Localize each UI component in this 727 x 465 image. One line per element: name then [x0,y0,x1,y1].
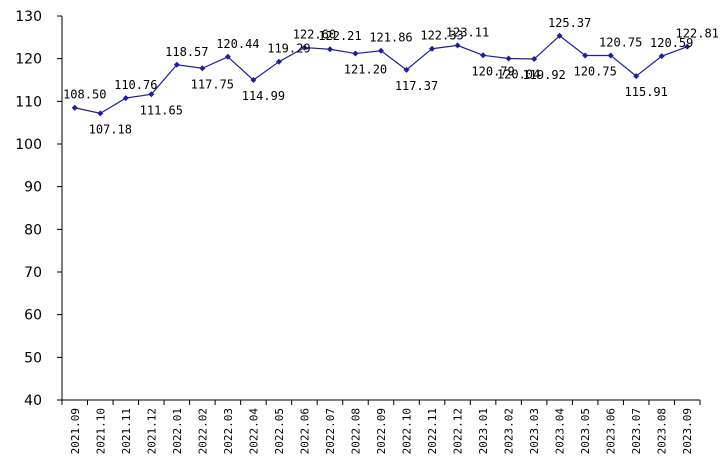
x-tick-label: 2022.08 [349,408,362,454]
data-point [275,58,282,65]
data-point [633,73,640,80]
x-tick-label: 2021.09 [69,408,82,454]
x-tick-label: 2021.12 [145,408,158,454]
data-label: 117.37 [395,79,438,93]
data-label: 121.86 [369,31,412,45]
data-point [122,95,129,102]
data-point [148,91,155,98]
y-tick-label: 70 [24,265,42,281]
data-label: 120.75 [599,35,642,49]
x-tick-label: 2023.06 [605,408,618,454]
data-label: 120.79 [471,64,514,78]
data-point [480,52,487,59]
data-label: 123.11 [446,25,489,39]
x-tick-label: 2022.06 [298,408,311,454]
data-label: 115.91 [625,85,668,99]
data-label: 120.75 [573,64,616,78]
y-tick-label: 60 [24,308,42,324]
x-tick-label: 2022.09 [375,408,388,454]
data-point [378,47,384,54]
x-tick-label: 2022.07 [324,408,337,454]
data-point [582,52,589,59]
data-point [326,46,333,53]
data-point [531,56,538,63]
data-label: 108.50 [63,88,106,102]
data-point [556,32,563,39]
x-tick-label: 2022.05 [273,408,286,454]
x-tick-label: 2022.11 [426,408,439,454]
data-point [505,55,512,62]
data-label: 122.60 [293,28,336,42]
x-tick-label: 2022.12 [452,408,465,454]
data-point [301,44,308,51]
data-point [607,52,614,59]
data-label: 120.04 [497,67,540,81]
x-tick-label: 2023.05 [579,408,592,454]
data-point [403,66,410,73]
x-tick-label: 2022.10 [401,408,414,454]
x-tick-label: 2023.01 [477,408,490,454]
x-tick-label: 2022.01 [171,408,184,454]
y-tick-label: 80 [24,222,42,238]
data-label: 117.75 [191,77,234,91]
data-label: 125.37 [548,16,591,30]
x-tick-label: 2022.04 [247,408,260,455]
y-tick-label: 90 [24,180,42,196]
data-point [199,65,206,72]
data-point [250,77,257,84]
data-label: 119.29 [267,42,310,56]
y-tick-label: 130 [15,9,42,25]
x-tick-label: 2022.02 [196,408,209,454]
y-tick-label: 100 [15,137,42,153]
data-point [71,104,78,111]
y-tick-label: 110 [15,94,42,110]
x-axis-ticks: 2021.09 2021.10 2021.11 2021.12 2022.01 2022.… [61,400,701,455]
data-label: 122.81 [676,27,719,41]
x-tick-label: 2023.03 [528,408,541,454]
data-point [224,53,231,60]
data-point [173,61,180,68]
x-tick-label: 2023.02 [503,408,516,454]
data-point [684,43,691,50]
y-tick-label: 120 [15,52,42,68]
y-axis-ticks: 40 50 60 70 80 90 100 110 120 130 [15,9,62,409]
data-point [658,53,665,60]
x-tick-label: 2021.11 [120,408,133,454]
y-tick-label: 40 [24,393,42,409]
chart-axes [61,16,700,401]
data-point [429,45,436,52]
data-label: 122.33 [420,29,463,43]
x-tick-label: 2023.08 [656,408,669,454]
series-group [71,32,691,117]
data-point [97,110,104,117]
x-tick-label: 2021.10 [94,408,107,454]
data-label: 111.65 [140,103,183,117]
data-label: 114.99 [242,89,285,103]
x-tick-label: 2022.03 [222,408,235,454]
data-label: 107.18 [89,122,132,136]
data-label: 122.21 [318,29,361,43]
x-tick-label: 2023.09 [681,408,694,454]
data-label: 119.92 [522,68,565,82]
data-label: 120.59 [650,36,693,50]
x-tick-label: 2023.07 [630,408,643,454]
data-label: 118.57 [165,45,208,59]
data-label: 110.76 [114,78,157,92]
data-labels: 108.50 107.18 110.76 111.65 118.57 117.75 120.… [63,16,719,137]
x-tick-label: 2023.04 [554,408,567,455]
y-tick-label: 50 [24,350,42,366]
data-label: 120.44 [216,37,259,51]
data-point [454,42,461,49]
data-point [352,50,359,57]
data-label: 121.20 [344,63,387,77]
